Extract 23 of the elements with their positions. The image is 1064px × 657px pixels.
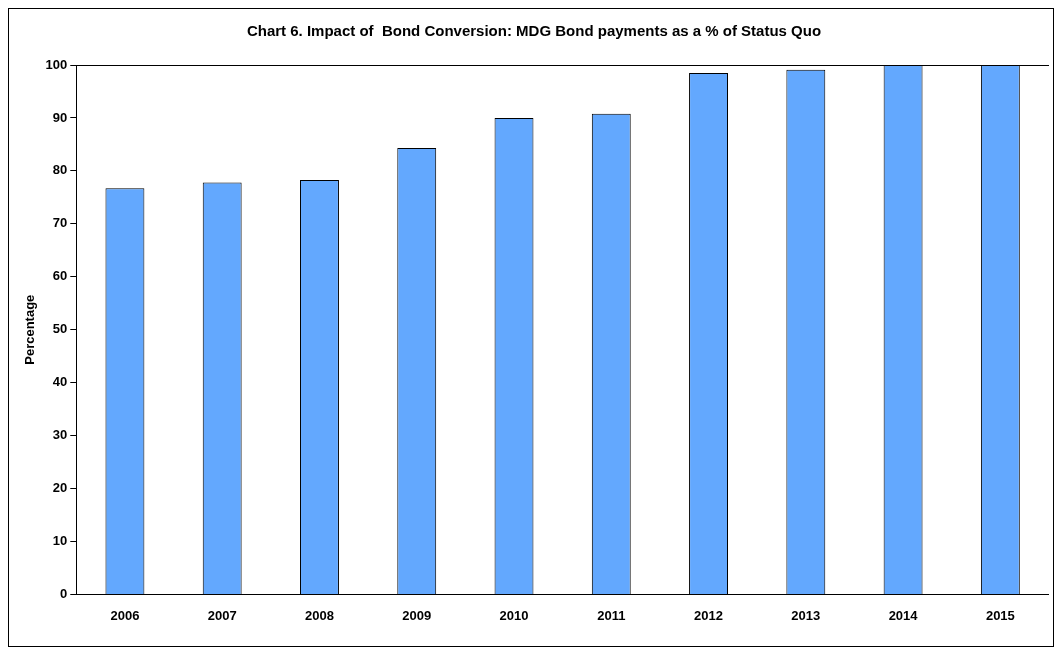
x-tick-label: 2007 xyxy=(207,607,237,623)
x-tick-label: 2006 xyxy=(110,607,140,623)
y-tick-label: 0 xyxy=(60,585,68,601)
chart-title: Chart 6. Impact of Bond Conversion: MDG Bond payments as a % of Status Quo xyxy=(246,22,822,40)
y-axis-title: Percentage xyxy=(22,294,38,365)
x-tick-label: 2008 xyxy=(305,607,334,623)
x-tick-label: 2014 xyxy=(888,607,919,623)
x-tick-label: 2011 xyxy=(597,607,626,623)
y-tick-label: 70 xyxy=(52,215,68,231)
x-tick-label: 2009 xyxy=(402,607,432,623)
x-tick-label: 2015 xyxy=(985,607,1015,623)
x-tick-label: 2010 xyxy=(499,607,529,623)
x-tick-label: 2012 xyxy=(694,607,724,623)
x-tick-label: 2013 xyxy=(791,607,821,623)
y-tick-label: 30 xyxy=(52,427,68,443)
y-tick-label: 10 xyxy=(52,533,68,549)
y-tick-label: 40 xyxy=(52,374,68,390)
y-tick-label: 50 xyxy=(52,321,68,337)
y-tick-label: 100 xyxy=(45,56,68,72)
y-tick-label: 80 xyxy=(52,162,68,178)
y-tick-label: 90 xyxy=(52,109,68,125)
y-tick-label: 60 xyxy=(52,268,68,284)
y-tick-label: 20 xyxy=(52,480,68,496)
